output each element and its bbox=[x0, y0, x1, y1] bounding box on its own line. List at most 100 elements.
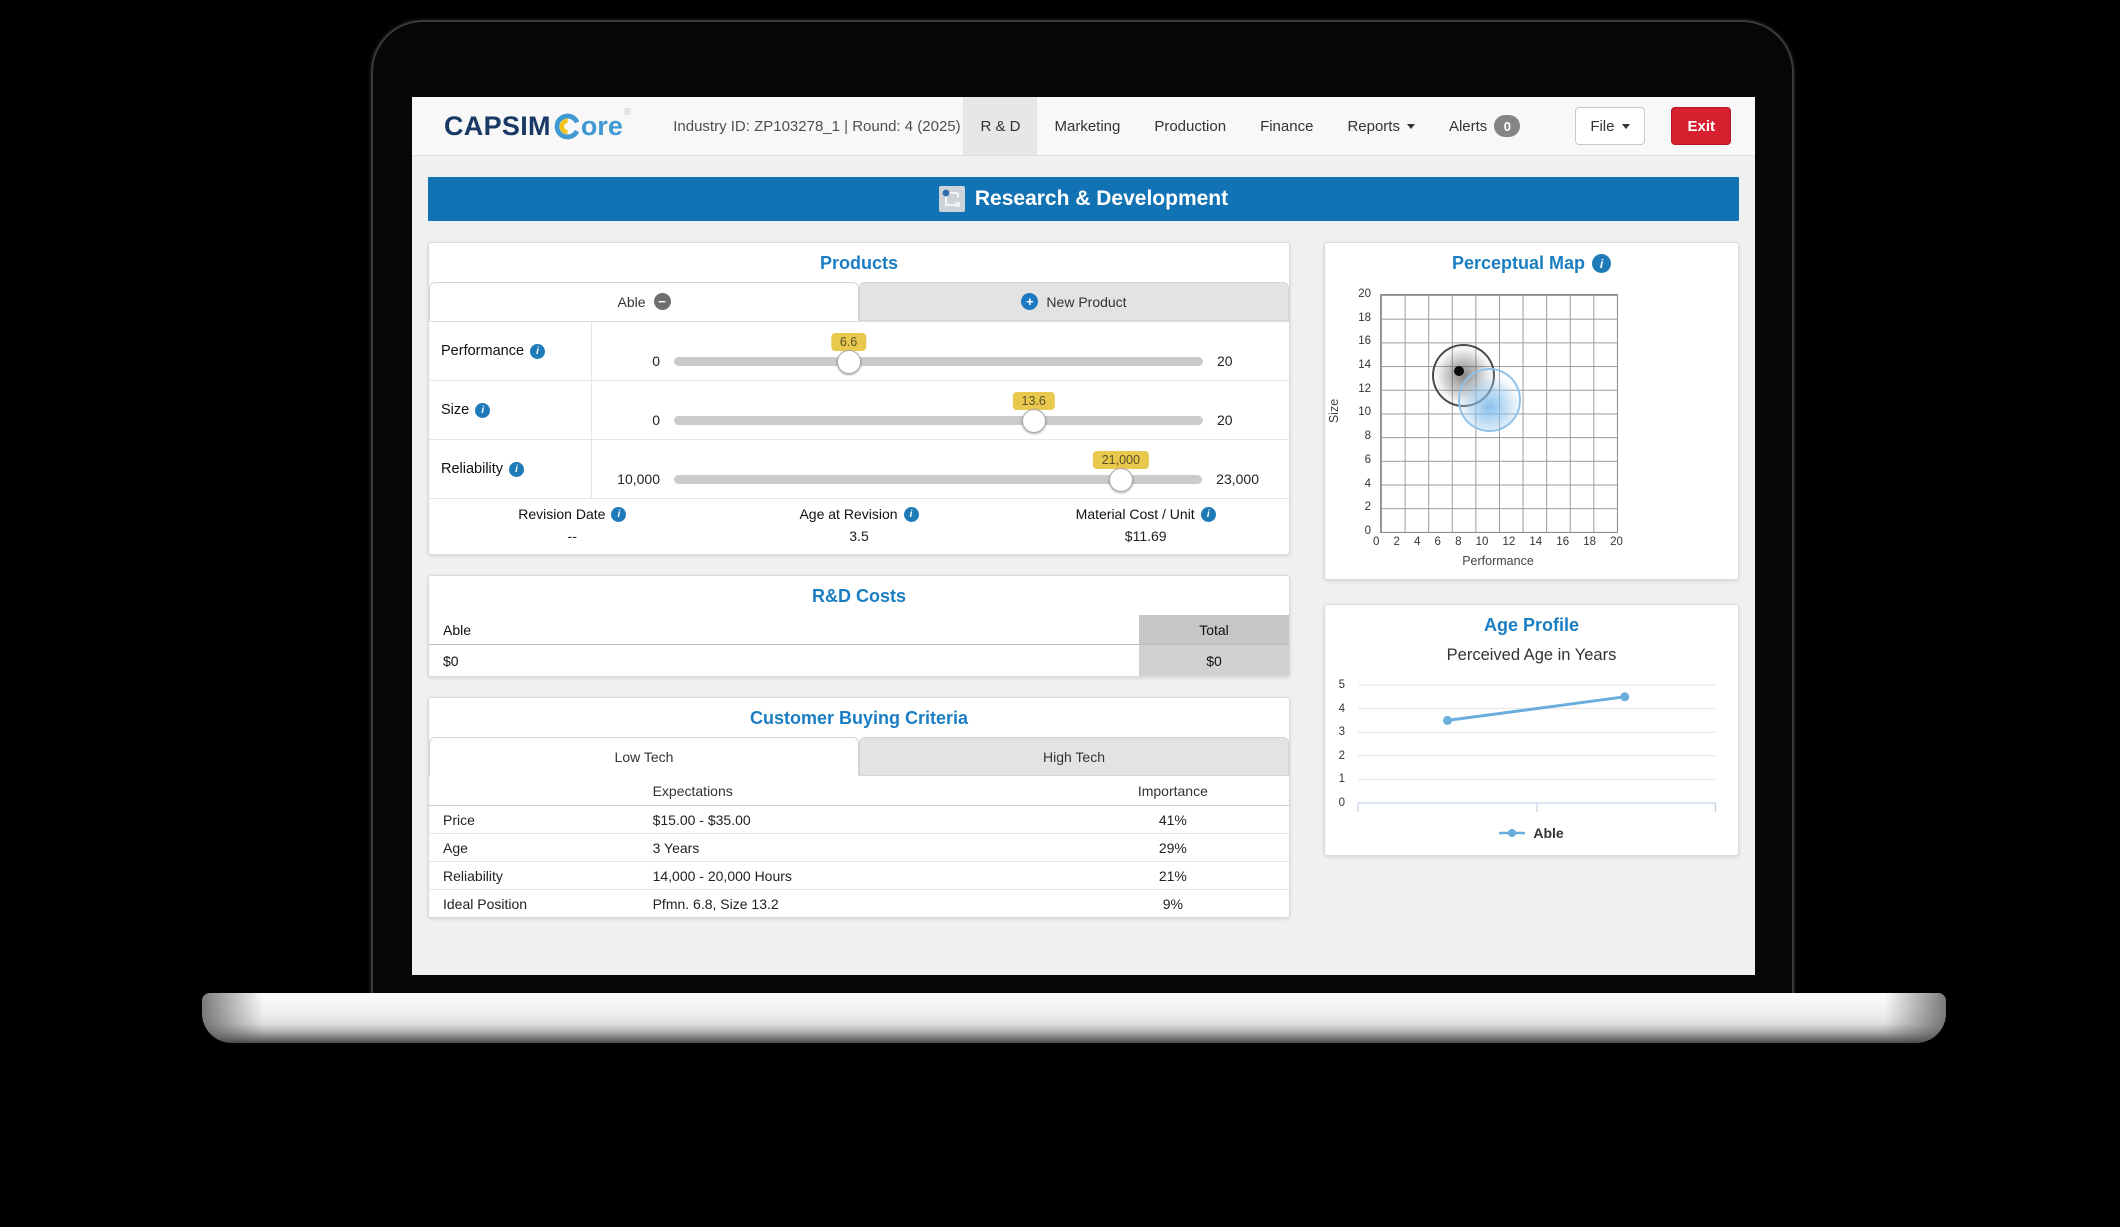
add-product-icon: + bbox=[1021, 293, 1039, 310]
cost-total-header: Total bbox=[1139, 615, 1289, 644]
page-header: Research & Development bbox=[428, 177, 1739, 221]
slider-min-label: 0 bbox=[652, 412, 660, 428]
performance-label: Performance i bbox=[429, 322, 592, 380]
pm-x-tick-label: 8 bbox=[1455, 536, 1462, 548]
right-column: Perceptual Map i Size 20 18 16 14 12 10 8 6 4 2 0 bbox=[1324, 242, 1739, 938]
info-icon[interactable]: i bbox=[611, 506, 627, 522]
reliability-slider-handle[interactable] bbox=[1108, 467, 1133, 492]
rd-costs-title: R&D Costs bbox=[811, 586, 906, 606]
material-cost-value: $11.69 bbox=[1124, 528, 1167, 544]
criteria-tabs: Low Tech High Tech bbox=[429, 737, 1289, 776]
buying-criteria-title: Customer Buying Criteria bbox=[749, 708, 969, 728]
performance-slider-track[interactable]: 6.6 bbox=[674, 333, 1203, 374]
ap-line-chart bbox=[1357, 684, 1716, 812]
age-profile-legend[interactable]: Able bbox=[1325, 825, 1738, 841]
info-icon[interactable]: i bbox=[1592, 254, 1612, 273]
pm-y-tick-label: 20 bbox=[1358, 288, 1371, 300]
buying-criteria-panel: Customer Buying Criteria Low Tech High T… bbox=[428, 697, 1290, 918]
rd-costs-panel: R&D Costs Able Total $0 $0 bbox=[428, 575, 1290, 677]
logo-product-text: ore bbox=[580, 110, 623, 141]
revision-date-value: -- bbox=[567, 528, 577, 544]
pm-x-tick-label: 2 bbox=[1393, 536, 1400, 548]
material-cost-cell: Material Cost / Unit i $11.69 bbox=[1002, 506, 1289, 544]
industry-round-label: Industry ID: ZP103278_1 | Round: 4 (2025… bbox=[673, 117, 961, 135]
pm-y-tick-label: 4 bbox=[1364, 477, 1371, 490]
rd-costs-value-row: $0 $0 bbox=[429, 645, 1289, 676]
new-product-tab[interactable]: + New Product bbox=[859, 282, 1289, 321]
pm-y-tick-label: 16 bbox=[1358, 335, 1371, 348]
size-slider-row: Size i 0 13.6 bbox=[429, 381, 1289, 440]
expectations-header: Expectations bbox=[652, 782, 733, 799]
nav-tab-alerts[interactable]: Alerts 0 bbox=[1432, 97, 1537, 155]
able-series-marker-icon bbox=[1499, 829, 1526, 837]
ap-y-tick-label: 4 bbox=[1338, 702, 1345, 715]
exit-button[interactable]: Exit bbox=[1671, 107, 1731, 145]
ap-y-tick-label: 5 bbox=[1338, 679, 1345, 691]
pm-x-tick-label: 20 bbox=[1610, 536, 1623, 548]
ap-y-tick-label: 3 bbox=[1338, 726, 1345, 739]
pm-x-tick-label: 16 bbox=[1556, 536, 1570, 548]
cost-product-value: $0 bbox=[443, 652, 459, 669]
capsim-core-logo: CAPSIM ore ® bbox=[444, 97, 631, 155]
pm-y-tick-label: 2 bbox=[1364, 501, 1371, 514]
size-slider-handle[interactable] bbox=[1021, 408, 1046, 433]
file-menu-label: File bbox=[1590, 117, 1615, 135]
age-profile-subtitle: Perceived Age in Years bbox=[1446, 646, 1617, 664]
nav-tab-production[interactable]: Production bbox=[1154, 117, 1227, 135]
laptop-base bbox=[202, 993, 1946, 1043]
nav-tab-marketing[interactable]: Marketing bbox=[1054, 117, 1121, 135]
low-tech-tab[interactable]: Low Tech bbox=[429, 737, 859, 776]
product-tabs: Able − + New Product bbox=[429, 282, 1289, 321]
product-tab-able[interactable]: Able − bbox=[429, 282, 859, 321]
info-icon[interactable]: i bbox=[1200, 506, 1216, 522]
criteria-header-row: Expectations Importance bbox=[429, 776, 1289, 806]
perceptual-map-panel: Perceptual Map i Size 20 18 16 14 12 10 8 6 4 2 0 bbox=[1324, 242, 1739, 580]
nav-tab-finance[interactable]: Finance bbox=[1260, 117, 1314, 135]
info-icon[interactable]: i bbox=[509, 461, 525, 477]
age-at-revision-cell: Age at Revision i 3.5 bbox=[716, 506, 1003, 544]
rd-costs-header-row: Able Total bbox=[429, 615, 1289, 645]
criteria-row-price: Price $15.00 - $35.00 41% bbox=[429, 806, 1289, 834]
info-icon[interactable]: i bbox=[475, 402, 491, 418]
size-slider-track[interactable]: 13.6 bbox=[674, 392, 1203, 433]
blue-segment-circle bbox=[1457, 368, 1521, 432]
importance-header: Importance bbox=[1137, 782, 1208, 799]
pm-plot-grid bbox=[1380, 294, 1618, 533]
performance-slider-handle[interactable] bbox=[836, 349, 861, 374]
pm-y-tick-label: 10 bbox=[1358, 406, 1371, 419]
pm-x-tick-label: 14 bbox=[1529, 536, 1543, 548]
legend-series-label: Able bbox=[1533, 825, 1564, 841]
revision-date-cell: Revision Date i -- bbox=[429, 506, 716, 544]
slider-max-label: 20 bbox=[1217, 412, 1233, 428]
pm-y-ticks: 20 18 16 14 12 10 8 6 4 2 0 bbox=[1341, 287, 1371, 538]
ap-y-tick-label: 0 bbox=[1338, 797, 1345, 809]
nav-tab-reports[interactable]: Reports bbox=[1330, 97, 1432, 155]
able-product-dot[interactable] bbox=[1453, 365, 1464, 376]
pm-x-tick-label: 18 bbox=[1583, 536, 1596, 548]
nav-tab-alerts-label: Alerts bbox=[1448, 117, 1488, 135]
nav-tab-rd[interactable]: R & D bbox=[963, 97, 1038, 155]
page: Research & Development Products Able − bbox=[412, 156, 1755, 938]
reliability-slider-track[interactable]: 21,000 bbox=[674, 451, 1203, 492]
performance-slider-row: Performance i 0 6.6 bbox=[429, 322, 1289, 381]
remove-product-icon[interactable]: − bbox=[653, 293, 671, 310]
slider-min-label: 10,000 bbox=[617, 471, 660, 487]
perceptual-map-title: Perceptual Map i bbox=[1325, 243, 1738, 282]
pm-x-ticks: 0 2 4 6 8 10 12 14 16 18 20 bbox=[1373, 536, 1623, 548]
pm-y-tick-label: 18 bbox=[1358, 311, 1371, 324]
slider-max-label: 23,000 bbox=[1216, 471, 1259, 487]
ap-y-ticks: 0 1 2 3 4 5 bbox=[1327, 675, 1345, 815]
high-tech-tab[interactable]: High Tech bbox=[859, 737, 1289, 776]
perceptual-map-chart: Size 20 18 16 14 12 10 8 6 4 2 0 0 2 4 6 8 10 12 14 16 18 20… bbox=[1325, 282, 1738, 579]
reliability-slider-row: Reliability i 10,000 21,000 bbox=[429, 440, 1289, 499]
products-panel: Products Able − + New Product bbox=[428, 242, 1290, 555]
info-icon[interactable]: i bbox=[903, 506, 919, 522]
top-nav: CAPSIM ore ® Industry ID: ZP103278_1 | R… bbox=[412, 97, 1755, 156]
slider-value-tooltip: 13.6 bbox=[1012, 392, 1055, 410]
info-icon[interactable]: i bbox=[530, 343, 546, 359]
pm-y-tick-label: 0 bbox=[1364, 524, 1371, 537]
file-menu-button[interactable]: File bbox=[1575, 107, 1646, 145]
pm-y-tick-label: 8 bbox=[1364, 430, 1371, 443]
pm-x-axis-label: Performance bbox=[1462, 554, 1534, 568]
criteria-row-age: Age 3 Years 29% bbox=[429, 834, 1289, 862]
